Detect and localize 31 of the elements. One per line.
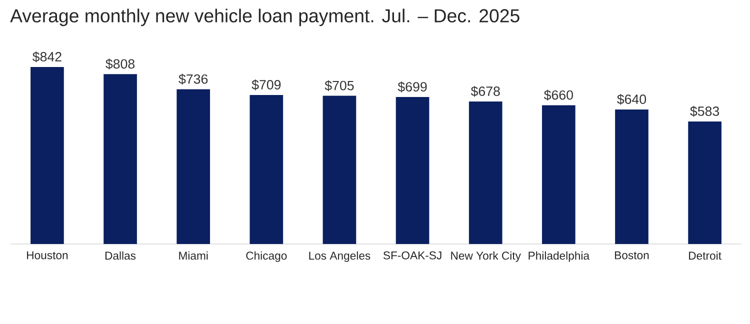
bar (30, 67, 64, 244)
x-tick-label: Dallas (105, 251, 136, 260)
data-label: $660 (544, 90, 573, 101)
data-label: $705 (324, 80, 354, 92)
bar (176, 89, 210, 244)
data-label: $808 (106, 58, 135, 70)
x-tick-label: Los Angeles (309, 251, 370, 262)
x-tick-label: Boston (615, 251, 649, 260)
data-label: $736 (178, 74, 208, 85)
bar (104, 74, 137, 244)
data-label: $640 (617, 94, 646, 105)
bar (615, 109, 648, 244)
bar (250, 94, 284, 244)
x-tick-label: New York City (451, 251, 521, 262)
data-label: $583 (690, 106, 720, 117)
x-tick-label: Houston (27, 251, 68, 260)
chart-title: Average monthly new vehicle loan payment. Jul. – Dec. 2025 (10, 8, 520, 26)
x-tick-label: SF-OAK-SJ (383, 251, 442, 260)
bar (688, 121, 722, 244)
x-tick-label: Miami (179, 251, 208, 260)
data-label: $678 (470, 86, 500, 97)
x-tick-label: Detroit (689, 251, 722, 260)
bar (322, 96, 356, 244)
data-label: $699 (398, 82, 427, 92)
data-label: $842 (32, 51, 62, 62)
data-label: $709 (252, 79, 281, 90)
bar (468, 101, 502, 244)
bar (542, 105, 576, 244)
bar (396, 97, 430, 244)
x-tick-label: Philadelphia (528, 251, 590, 262)
x-tick-label: Chicago (246, 251, 287, 262)
